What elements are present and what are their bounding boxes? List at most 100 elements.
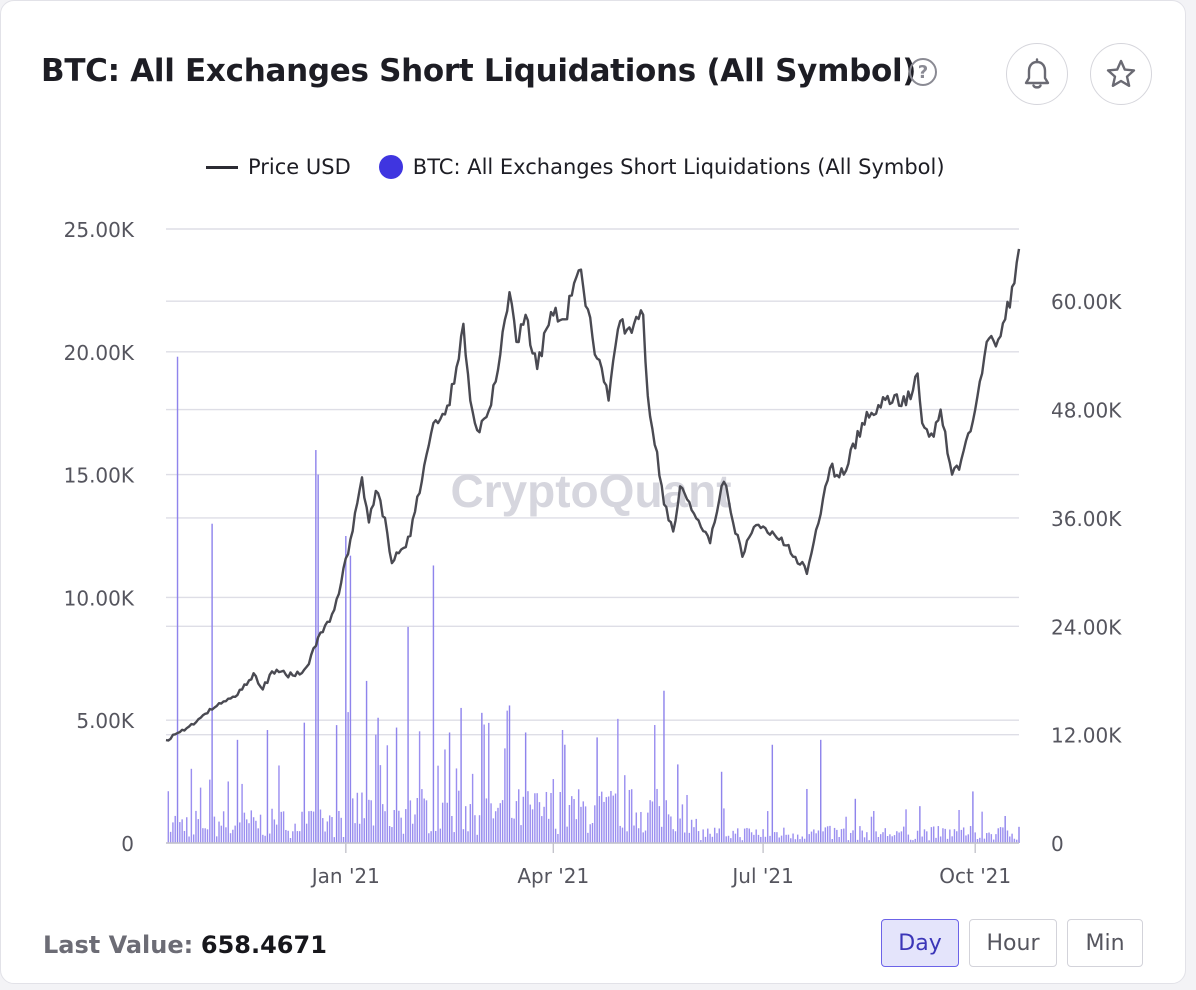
liquidation-bar xyxy=(269,833,271,843)
liquidation-bar xyxy=(1006,830,1009,843)
last-value-number: 658.4671 xyxy=(200,931,327,959)
liquidation-bar xyxy=(310,810,312,843)
liquidation-bar xyxy=(932,826,935,843)
liquidation-bar xyxy=(727,835,730,843)
liquidation-bar xyxy=(953,829,956,843)
liquidation-bar xyxy=(711,836,714,843)
timeframe-hour-button[interactable]: Hour xyxy=(969,919,1057,967)
liquidation-bar xyxy=(817,830,820,843)
liquidation-bar xyxy=(884,828,887,843)
liquidation-bar xyxy=(294,823,296,843)
liquidation-bar xyxy=(979,837,981,843)
liquidation-bar xyxy=(806,788,808,843)
liquidation-bar xyxy=(702,829,704,843)
liquidation-bar xyxy=(375,734,377,843)
liquidation-bar xyxy=(780,835,783,843)
liquidation-bar xyxy=(879,834,882,843)
liquidation-bar xyxy=(679,818,681,843)
liquidation-bar xyxy=(206,829,209,843)
liquidation-bar xyxy=(893,835,896,843)
liquidation-bar xyxy=(958,809,960,843)
liquidation-bar xyxy=(753,834,755,843)
liquidation-bar xyxy=(483,724,485,843)
liquidation-bar xyxy=(1015,839,1018,843)
chart-title: BTC: All Exchanges Short Liquidations (A… xyxy=(41,53,917,89)
liquidation-bar xyxy=(287,830,289,843)
liquidation-bar xyxy=(218,821,220,843)
liquidation-bar xyxy=(398,810,400,843)
liquidation-bar xyxy=(778,837,780,843)
chart-legend: Price USD BTC: All Exchanges Short Liqui… xyxy=(206,151,945,183)
favorite-button[interactable] xyxy=(1090,43,1152,105)
liquidation-bar xyxy=(264,835,266,843)
legend-item-price[interactable]: Price USD xyxy=(206,155,351,179)
liquidation-bar xyxy=(262,834,264,843)
legend-line-swatch xyxy=(206,165,238,169)
liquidation-bar xyxy=(335,725,338,843)
liquidation-bar xyxy=(1018,826,1020,843)
liquidation-bar xyxy=(824,827,827,843)
liquidation-bar xyxy=(882,832,884,843)
legend-item-liquidations[interactable]: BTC: All Exchanges Short Liquidations (A… xyxy=(361,155,945,179)
liquidation-bar xyxy=(497,807,499,843)
liquidation-bar xyxy=(822,831,824,843)
liquidation-bar xyxy=(776,832,778,843)
liquidation-bar xyxy=(561,729,564,843)
liquidation-bar xyxy=(1009,836,1011,843)
liquidation-bar xyxy=(730,838,732,843)
liquidation-bar xyxy=(732,830,734,843)
liquidation-bar xyxy=(202,828,204,843)
liquidation-bar xyxy=(506,710,508,843)
liquidation-bar xyxy=(591,823,594,843)
liquidation-bar xyxy=(919,806,921,843)
liquidation-bar xyxy=(568,805,571,843)
liquidation-bar xyxy=(928,840,930,843)
liquidation-bar xyxy=(801,836,804,843)
liquidation-bar xyxy=(921,836,923,843)
liquidation-bar xyxy=(923,829,926,843)
liquidation-bar xyxy=(557,833,559,843)
liquidation-bar xyxy=(983,838,986,843)
liquidation-bar xyxy=(252,817,255,843)
liquidation-bar xyxy=(550,792,552,843)
liquidation-bar xyxy=(460,707,462,843)
bell-icon xyxy=(1024,58,1050,89)
liquidation-bar xyxy=(757,834,760,843)
liquidation-bar xyxy=(425,800,428,843)
liquidation-bar xyxy=(898,832,900,843)
liquidation-bar xyxy=(916,830,919,843)
liquidation-bar xyxy=(559,792,561,843)
liquidation-bar xyxy=(935,837,937,843)
liquidation-bar xyxy=(571,796,573,843)
left-tick-label: 15.00K xyxy=(64,464,135,488)
liquidation-bar xyxy=(723,808,725,843)
timeframe-day-button[interactable]: Day xyxy=(881,919,959,967)
liquidation-bar xyxy=(391,827,393,843)
liquidation-bar xyxy=(368,799,370,843)
liquidation-bar xyxy=(799,839,801,843)
liquidation-bar xyxy=(388,826,391,843)
liquidation-bar xyxy=(596,737,598,843)
liquidation-bar xyxy=(296,831,299,843)
alert-button[interactable] xyxy=(1006,43,1068,105)
liquidation-bar xyxy=(654,725,656,843)
question-circle-icon[interactable]: ? xyxy=(909,58,937,86)
liquidation-bar xyxy=(787,834,790,843)
liquidation-bar xyxy=(543,806,545,843)
liquidation-bar xyxy=(690,819,693,843)
liquidation-bar xyxy=(866,832,868,843)
liquidation-bar xyxy=(796,834,799,843)
liquidation-bar xyxy=(949,829,951,843)
liquidation-bar xyxy=(681,804,684,843)
liquidation-bar xyxy=(644,830,647,843)
left-tick-label: 0 xyxy=(121,832,134,856)
liquidation-bar xyxy=(589,824,591,843)
liquidation-bar xyxy=(854,798,857,843)
liquidation-bar xyxy=(762,829,764,843)
liquidation-bar xyxy=(220,825,223,843)
liquidation-bar xyxy=(792,833,794,843)
liquidation-bar xyxy=(838,837,840,843)
timeframe-min-button[interactable]: Min xyxy=(1067,919,1143,967)
liquidation-bar xyxy=(656,788,658,843)
liquidation-bar xyxy=(428,833,430,843)
